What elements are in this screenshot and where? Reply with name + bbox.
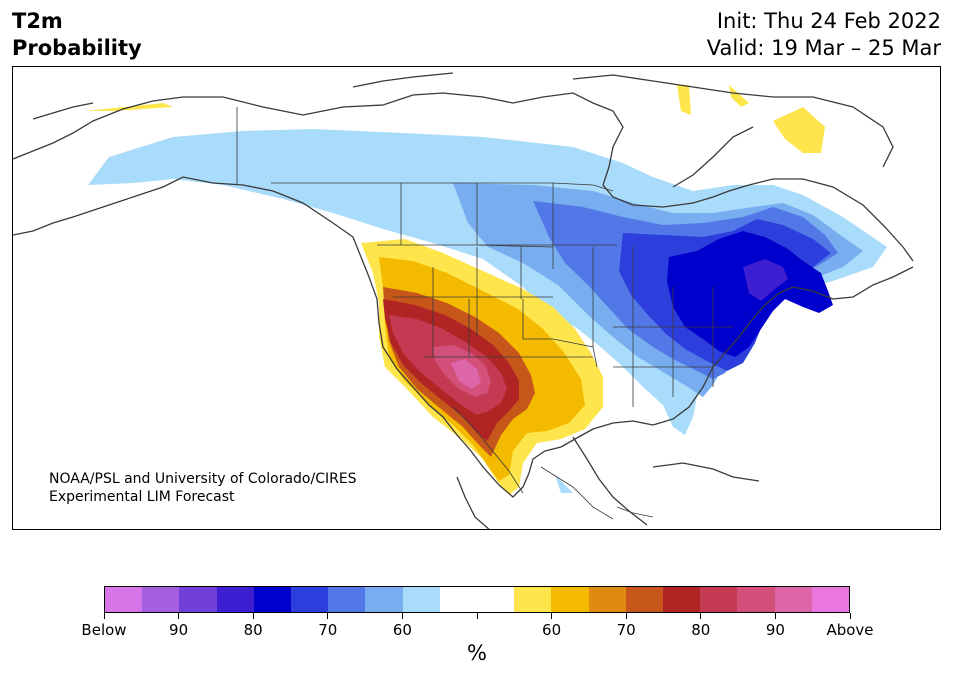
colorbar-tick [252, 613, 254, 619]
map-panel [12, 66, 941, 530]
colorbar-swatch [811, 587, 850, 612]
colorbar-swatch [663, 587, 701, 612]
colorbar-tick-label: Below [81, 621, 127, 639]
shade-below-90 [667, 231, 833, 357]
colorbar-swatch [216, 587, 254, 612]
colorbar-swatch [291, 587, 329, 612]
map-title: T2m Probability [12, 8, 142, 62]
colorbar-tick [551, 613, 553, 619]
colorbar-swatch [700, 587, 738, 612]
colorbar-tick-label: 70 [318, 621, 338, 639]
colorbar-swatch [477, 587, 515, 612]
political-boundaries [236, 107, 733, 520]
colorbar-tick [700, 613, 702, 619]
forecast-map [13, 72, 914, 529]
valid-period: Valid: 19 Mar – 25 Mar [706, 36, 941, 60]
colorbar-tick [178, 613, 180, 619]
coastlines [13, 72, 914, 529]
colorbar-tick-label: 80 [243, 621, 263, 639]
colorbar-swatch [328, 587, 366, 612]
colorbar-swatch [253, 587, 292, 612]
colorbar [104, 586, 850, 613]
data-credit: NOAA/PSL and University of Colorado/CIRE… [49, 470, 357, 506]
shade-arctic-yellow-2 [677, 85, 691, 115]
colorbar-swatch [551, 587, 589, 612]
colorbar-swatch [774, 587, 812, 612]
colorbar-swatch [737, 587, 775, 612]
title-quantity: Probability [12, 36, 142, 60]
colorbar-tick [476, 613, 478, 619]
colorbar-tick [625, 613, 627, 619]
init-date: Init: Thu 24 Feb 2022 [716, 9, 941, 33]
colorbar-swatch [588, 587, 626, 612]
colorbar-tick-label: 70 [616, 621, 636, 639]
shade-gulf-blue [555, 475, 573, 493]
colorbar-tick-label: 60 [392, 621, 412, 639]
colorbar-tick [401, 613, 403, 619]
colorbar-swatch [179, 587, 217, 612]
colorbar-tick-label: 90 [765, 621, 785, 639]
colorbar-swatch [402, 587, 440, 612]
colorbar-swatch [365, 587, 403, 612]
colorbar-swatch [105, 587, 143, 612]
colorbar-tick [849, 613, 851, 619]
shade-arctic-yellow-4 [773, 107, 825, 153]
credit-line-2: Experimental LIM Forecast [49, 489, 235, 505]
colorbar-tick-label: 90 [169, 621, 189, 639]
colorbar-tick [103, 613, 105, 619]
shade-above-90 [451, 359, 481, 389]
colorbar-swatch [625, 587, 664, 612]
colorbar-swatch [514, 587, 552, 612]
colorbar-tick-label: 60 [542, 621, 562, 639]
shade-below-95 [743, 259, 788, 301]
colorbar-tick-label: 80 [691, 621, 711, 639]
colorbar-swatch [142, 587, 180, 612]
colorbar-swatch [439, 587, 478, 612]
colorbar-tick [774, 613, 776, 619]
colorbar-tick [327, 613, 329, 619]
title-variable: T2m [12, 9, 63, 33]
credit-line-1: NOAA/PSL and University of Colorado/CIRE… [49, 471, 357, 487]
colorbar-unit: % [467, 641, 487, 665]
forecast-dates: Init: Thu 24 Feb 2022 Valid: 19 Mar – 25… [707, 8, 941, 62]
shade-arctic-yellow-3 [729, 85, 749, 107]
colorbar-tick-label: Above [826, 621, 874, 639]
